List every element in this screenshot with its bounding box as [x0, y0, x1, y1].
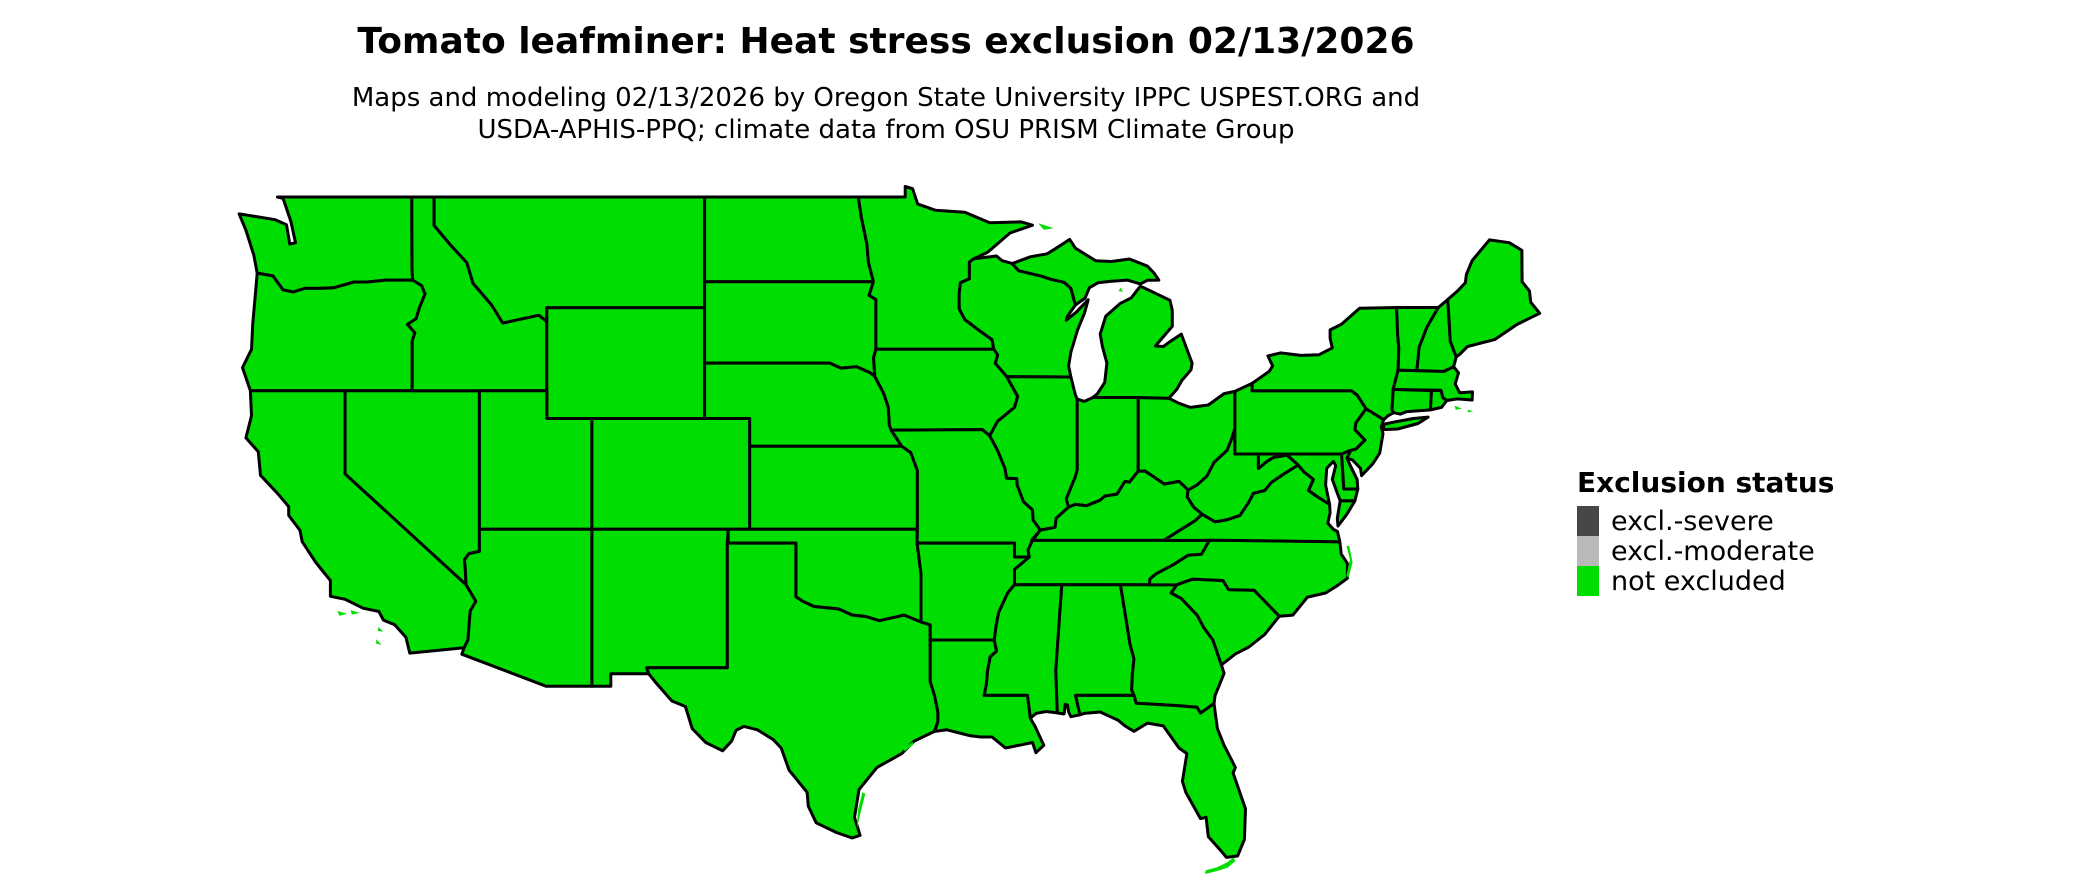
state-me [1446, 238, 1542, 359]
legend-item-excl-severe: excl.-severe [1577, 506, 1834, 537]
island-6 [1454, 405, 1462, 410]
legend-swatch-excl-severe [1577, 506, 1599, 536]
island-0 [1038, 223, 1054, 230]
map-subtitle: Maps and modeling 02/13/2026 by Oregon S… [0, 82, 1772, 146]
legend-label-excl-severe: excl.-severe [1611, 506, 1774, 537]
map-title: Tomato leafminer: Heat stress exclusion … [357, 21, 1415, 62]
state-mi-lp [1091, 284, 1194, 400]
island-4 [377, 627, 384, 632]
state-nj [1345, 407, 1386, 478]
state-az [460, 527, 594, 688]
state-nc [1147, 538, 1349, 618]
subtitle-line-2: USDA-APHIS-PPQ; climate data from OSU PR… [477, 115, 1295, 145]
state-or [241, 271, 427, 393]
legend-swatch-excl-moderate [1577, 536, 1599, 566]
state-ct [1390, 387, 1433, 416]
state-tx [645, 541, 940, 840]
state-md [1256, 452, 1360, 506]
island-7 [1467, 409, 1474, 413]
legend-title: Exclusion status [1577, 466, 1835, 499]
island-2 [337, 611, 348, 616]
island-11 [1205, 857, 1236, 874]
state-pa [1233, 381, 1368, 456]
legend-swatch-not-excluded [1577, 566, 1599, 596]
legend-item-excl-moderate: excl.-moderate [1577, 536, 1834, 567]
island-5 [376, 639, 382, 645]
island-8 [1346, 545, 1353, 578]
state-co [590, 417, 752, 531]
legend-label-not-excluded: not excluded [1611, 566, 1786, 597]
island-9 [856, 792, 866, 832]
state-ks [748, 444, 919, 531]
state-nd [703, 195, 875, 284]
island-1 [1118, 287, 1124, 292]
figure-header: Tomato leafminer: Heat stress exclusion … [0, 22, 1772, 146]
legend-label-excl-moderate: excl.-moderate [1611, 536, 1815, 567]
state-fl [1074, 693, 1247, 859]
state-wy [545, 306, 707, 420]
state-nm [590, 527, 730, 688]
legend-rows: excl.-severe excl.-moderate not excluded [1577, 506, 1834, 597]
island-10 [903, 741, 914, 752]
island-3 [350, 610, 360, 615]
state-mi-up [1010, 237, 1161, 307]
state-la [928, 638, 1046, 755]
legend: Exclusion status excl.-severe excl.-mode… [1577, 466, 1835, 597]
legend-item-not-excluded: not excluded [1577, 566, 1834, 597]
subtitle-line-1: Maps and modeling 02/13/2026 by Oregon S… [351, 83, 1421, 113]
state-va-eastern-shore [1335, 499, 1357, 528]
state-ny-long-island [1381, 415, 1430, 432]
